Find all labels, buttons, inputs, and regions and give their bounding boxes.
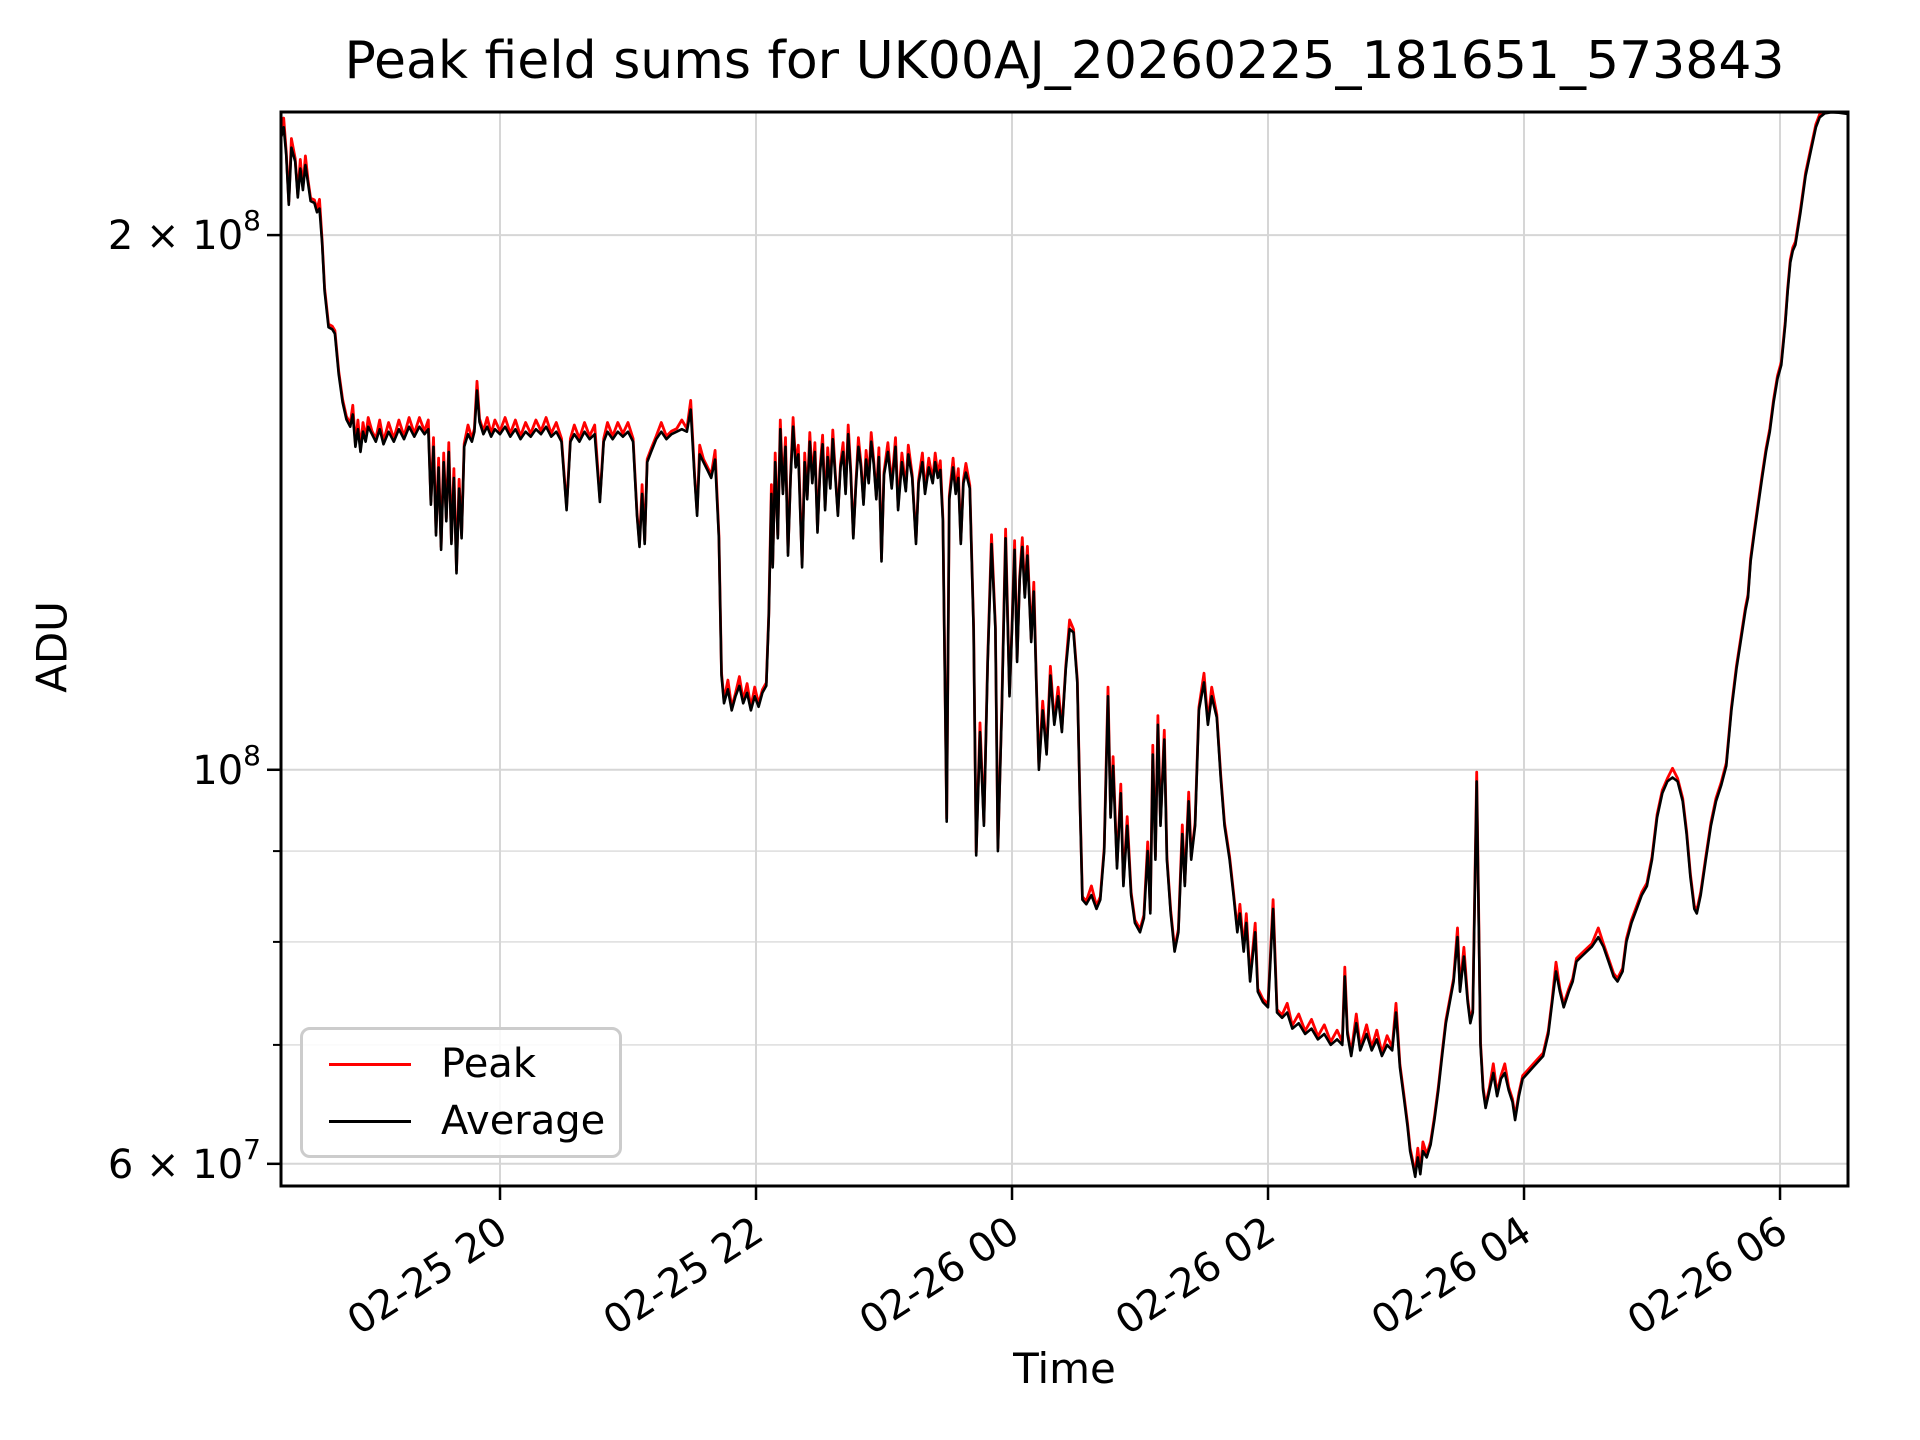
legend: Peak Average [300,1027,622,1158]
y-axis-label: ADU [27,601,77,693]
y-tick-label: 108 [192,739,261,794]
x-tick-label: 02-25 22 [596,1208,772,1345]
legend-label-average: Average [441,1098,606,1144]
grid [281,112,1848,1186]
average-line-swatch [329,1119,411,1123]
x-axis-label: Time [1013,1344,1116,1393]
x-tick-label: 02-26 04 [1364,1208,1540,1345]
series-peak-path [281,112,1848,1176]
series-average-path [281,112,1848,1179]
x-tick-label: 02-26 06 [1620,1208,1796,1345]
peak-line-swatch [329,1062,411,1066]
y-axis: 2 × 108 108 6 × 107 [108,204,281,1188]
chart-title: Peak field sums for UK00AJ_20260225_1816… [344,31,1785,91]
x-axis: 02-25 20 02-25 22 02-26 00 02-26 02 02-26 04… [340,1186,1796,1345]
x-tick-label: 02-25 20 [340,1208,516,1345]
legend-item-peak: Peak [303,1041,619,1087]
legend-item-average: Average [303,1098,619,1144]
y-tick-label: 2 × 108 [108,204,261,259]
y-tick-label: 6 × 107 [108,1133,261,1188]
x-tick-label: 02-26 00 [852,1208,1028,1345]
series-lines [281,112,1848,1179]
legend-label-peak: Peak [441,1041,536,1087]
x-tick-label: 02-26 02 [1108,1208,1284,1345]
axes-spines [279,110,1850,1188]
